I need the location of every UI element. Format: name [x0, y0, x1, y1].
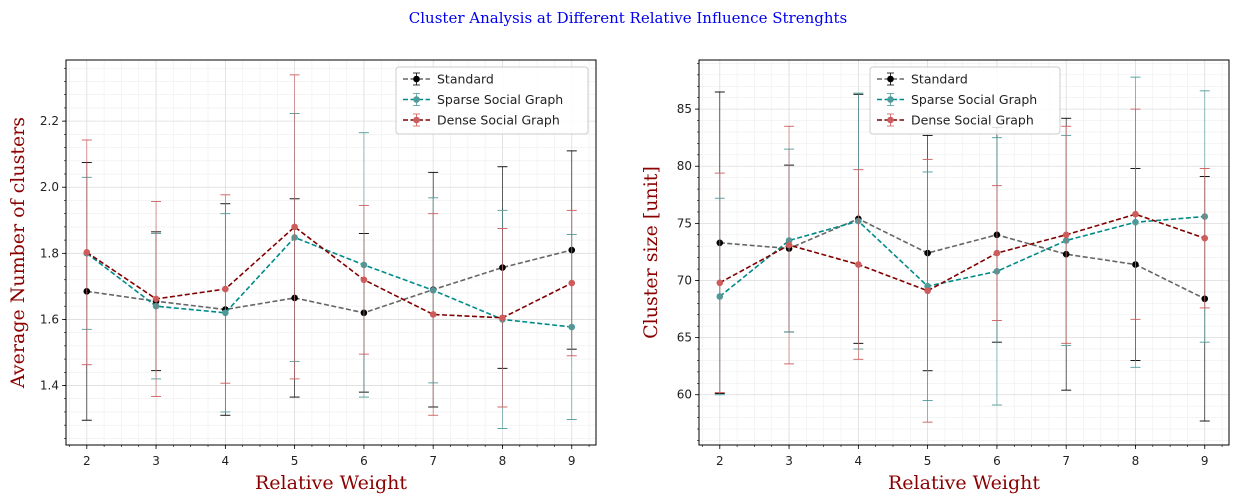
series-dense	[714, 108, 1210, 423]
x-axis-label: Relative Weight	[888, 472, 1040, 494]
legend-item-sparse: Sparse Social Graph	[403, 92, 563, 107]
x-tick-label: 8	[499, 454, 507, 468]
data-point-dense	[1201, 234, 1209, 242]
data-point-dense	[855, 261, 862, 268]
x-tick-label: 6	[360, 454, 368, 468]
figure-suptitle: Cluster Analysis at Different Relative I…	[409, 9, 847, 27]
x-tick-label: 7	[1062, 454, 1070, 468]
legend-label-sparse: Sparse Social Graph	[437, 92, 563, 107]
x-tick-label: 3	[152, 454, 160, 468]
cluster-count-chart: 2 3 4 5 6 7 8 9 1.4 1.6 1.8 2.0 2.2 Relative Weight Av…	[7, 59, 597, 494]
legend-marker-sparse	[413, 96, 420, 103]
cluster-size-chart: 2 3 4 5 6 7 8 9 60 65 70 75 80 85 Relative Weight Clust…	[640, 59, 1230, 494]
legend-item-dense: Dense Social Graph	[877, 113, 1034, 128]
legend-marker-dense	[887, 116, 894, 124]
x-tick-label: 9	[568, 454, 576, 468]
x-axis-label: Relative Weight	[255, 472, 407, 494]
legend-item-sparse: Sparse Social Graph	[877, 92, 1037, 107]
data-point-dense	[222, 285, 229, 293]
x-tick-label: 6	[993, 454, 1001, 468]
data-point-dense	[1132, 210, 1139, 218]
legend-box	[395, 66, 589, 135]
data-point-dense	[152, 295, 160, 303]
x-tick-label: 9	[1201, 454, 1209, 468]
legend-label-sparse: Sparse Social Graph	[911, 92, 1037, 107]
y-tick-label: 70	[677, 273, 692, 287]
legend: Standard Sparse Social Graph Dense Social …	[395, 66, 589, 135]
x-tick-label: 7	[429, 454, 437, 468]
data-point-dense	[83, 249, 91, 256]
data-point-dense	[993, 249, 1001, 257]
legend-label-standard: Standard	[437, 72, 494, 87]
series-dense	[81, 74, 577, 416]
legend-label-dense: Dense Social Graph	[911, 113, 1034, 128]
legend-marker-dense	[413, 116, 420, 124]
series-line-sparse	[86, 236, 572, 328]
x-tick-label: 4	[855, 454, 863, 468]
y-axis-label: Cluster size [unit]	[640, 166, 662, 339]
data-point-dense	[1062, 231, 1070, 239]
y-tick-label: 60	[677, 388, 692, 402]
series-line-dense	[86, 225, 573, 319]
legend-item-standard: Standard	[877, 72, 968, 87]
series-line-sparse	[719, 215, 1205, 298]
legend-marker-sparse	[887, 96, 894, 103]
legend-label-standard: Standard	[911, 72, 968, 87]
axes-frame	[698, 59, 1230, 446]
data-point-dense	[785, 241, 793, 249]
y-tick-label: 65	[677, 331, 692, 345]
y-tick-label: 1.4	[40, 379, 59, 393]
y-tick-label: 85	[677, 102, 692, 116]
y-tick-label: 2.0	[40, 180, 59, 194]
legend: Standard Sparse Social Graph Dense Social …	[869, 66, 1061, 135]
series-line-dense	[719, 213, 1206, 292]
legend-item-dense: Dense Social Graph	[403, 113, 560, 128]
legend-item-standard: Standard	[403, 72, 494, 87]
series-line-standard	[719, 217, 1206, 300]
legend-box	[869, 66, 1061, 135]
data-point-dense	[360, 276, 368, 284]
series-line-standard	[86, 249, 572, 314]
y-tick-label: 2.2	[40, 114, 59, 128]
y-tick-label: 80	[677, 159, 692, 173]
y-axis-label: Average Number of clusters	[7, 117, 29, 389]
legend-label-dense: Dense Social Graph	[437, 113, 560, 128]
legend-marker-standard	[887, 75, 894, 83]
legend-marker-standard	[413, 75, 420, 83]
x-tick-label: 2	[716, 454, 724, 468]
y-tick-label: 75	[677, 216, 692, 230]
x-tick-label: 8	[1132, 454, 1140, 468]
data-point-dense	[291, 223, 298, 231]
axes-frame	[65, 59, 597, 446]
x-tick-label: 3	[785, 454, 793, 468]
data-point-dense	[499, 314, 506, 322]
x-tick-label: 2	[83, 454, 91, 468]
x-tick-label: 5	[924, 454, 932, 468]
y-tick-label: 1.6	[40, 312, 59, 326]
x-tick-label: 5	[291, 454, 299, 468]
data-point-dense	[716, 279, 724, 287]
data-point-dense	[924, 287, 931, 295]
x-tick-label: 4	[222, 454, 230, 468]
data-point-dense	[429, 311, 437, 318]
data-point-dense	[568, 279, 576, 287]
y-tick-label: 1.8	[40, 246, 59, 260]
